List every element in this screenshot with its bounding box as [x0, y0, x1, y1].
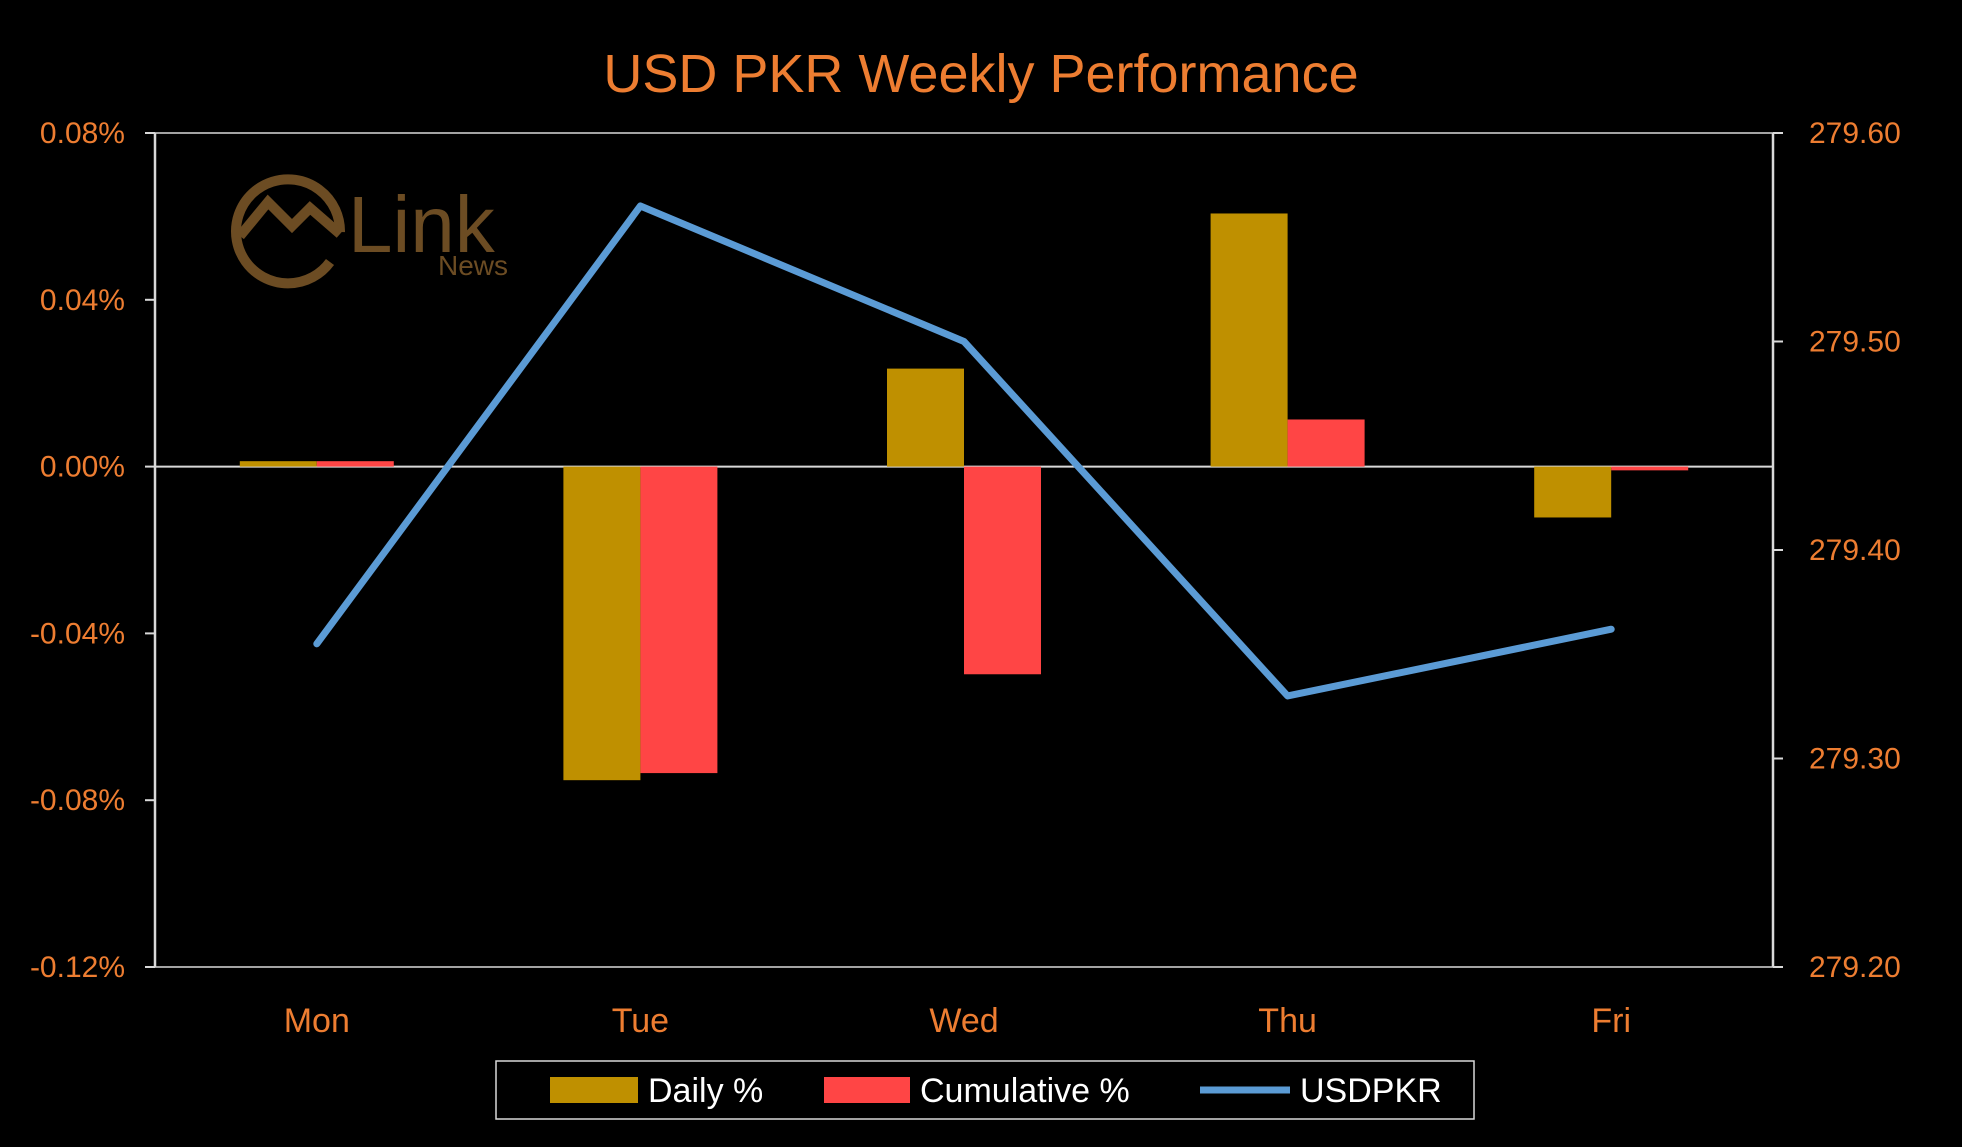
- bars: [239, 213, 1689, 781]
- legend-label-daily: Daily %: [648, 1072, 763, 1110]
- bar-daily: [563, 466, 641, 781]
- usdpkr-point: [1608, 626, 1615, 633]
- bar-cumulative: [316, 461, 394, 467]
- logo-sub: News: [438, 250, 508, 281]
- legend-label-usdpkr: USDPKR: [1300, 1072, 1442, 1110]
- bar-cumulative: [964, 466, 1041, 675]
- left-tick-label: -0.08%: [30, 784, 125, 817]
- bar-daily: [239, 461, 317, 467]
- logo-zigzag: [236, 194, 344, 240]
- usdpkr-point: [313, 640, 320, 647]
- legend-swatch-daily: [550, 1077, 638, 1103]
- left-tick-label: 0.00%: [40, 451, 125, 484]
- category-label: Mon: [284, 1002, 350, 1040]
- chart-title: USD PKR Weekly Performance: [603, 44, 1358, 104]
- left-tick-label: -0.12%: [30, 951, 125, 984]
- left-tick-label: -0.04%: [30, 617, 125, 650]
- usdpkr-point: [637, 202, 644, 209]
- category-label: Fri: [1591, 1002, 1631, 1040]
- left-tick-label: 0.04%: [40, 284, 125, 317]
- bar-daily: [1210, 213, 1288, 467]
- category-label: Tue: [612, 1002, 669, 1040]
- right-tick-label: 279.50: [1809, 326, 1901, 359]
- legend-box: [495, 1060, 1475, 1120]
- axis-labels: -0.12% -0.08% -0.04% 0.00% 0.04% 0.08% 279.20 2…: [30, 117, 1901, 1040]
- link-news-logo: Link News: [231, 174, 508, 289]
- legend: Daily % Cumulative % USDPKR: [495, 1060, 1475, 1120]
- left-tick-label: 0.08%: [40, 117, 125, 150]
- bar-daily: [887, 368, 964, 467]
- bar-cumulative: [640, 466, 718, 774]
- right-tick-label: 279.40: [1809, 534, 1901, 567]
- legend-label-cumulative: Cumulative %: [920, 1072, 1130, 1110]
- usdpkr-point: [1284, 692, 1291, 699]
- category-label: Thu: [1258, 1002, 1317, 1040]
- logo-ring: [231, 174, 346, 289]
- bar-cumulative: [1611, 466, 1689, 471]
- bar-daily: [1534, 466, 1612, 518]
- usdpkr-point: [961, 338, 967, 345]
- logo-word: Link: [348, 180, 496, 269]
- right-tick-label: 279.30: [1809, 743, 1901, 776]
- bar-cumulative: [1287, 419, 1365, 467]
- category-label: Wed: [929, 1002, 998, 1040]
- right-tick-label: 279.20: [1809, 951, 1901, 984]
- usdpkr-line-layer: [313, 202, 1615, 700]
- right-tick-label: 279.60: [1809, 117, 1901, 150]
- legend-swatch-cumulative: [824, 1077, 910, 1103]
- axes: [145, 132, 1783, 968]
